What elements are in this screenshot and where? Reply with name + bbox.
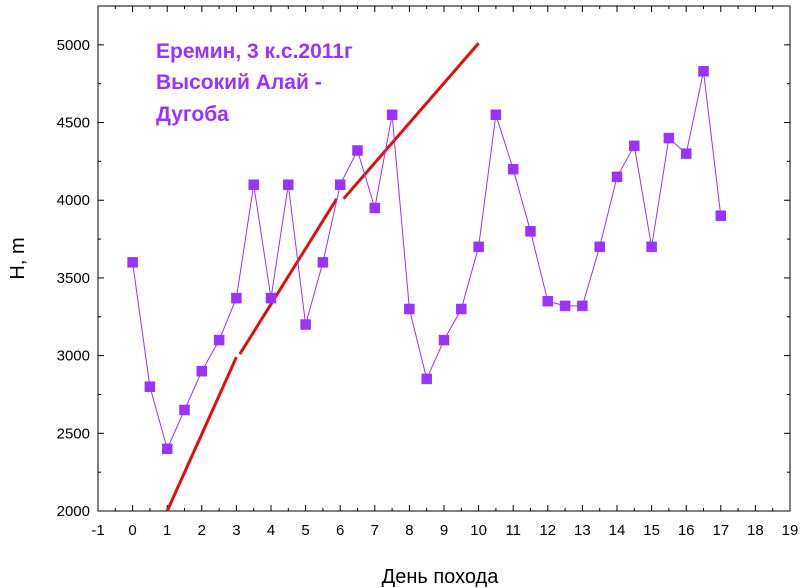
data-point xyxy=(663,132,675,144)
x-axis-title: День похода xyxy=(382,566,500,588)
y-axis-title: H, m xyxy=(7,237,29,279)
x-tick-label: 5 xyxy=(301,522,309,539)
trend-lines xyxy=(165,42,480,512)
y-tick-label: 3500 xyxy=(57,270,90,287)
y-tick-label: 4500 xyxy=(57,115,90,132)
data-point xyxy=(213,334,225,346)
data-point xyxy=(594,241,605,253)
data-point xyxy=(525,226,536,237)
x-tick-label: 19 xyxy=(782,522,799,539)
data-point xyxy=(352,145,363,156)
data-point xyxy=(144,381,156,392)
x-tick-label: 4 xyxy=(267,522,275,539)
x-tick-label: 18 xyxy=(747,522,764,539)
annotation-line-2: Высокий Алай - xyxy=(156,71,322,94)
x-tick-label: 17 xyxy=(712,522,729,539)
trend-segment xyxy=(342,42,480,200)
data-point xyxy=(300,319,311,330)
data-point xyxy=(611,171,623,183)
x-tick-label: 0 xyxy=(128,522,136,539)
data-point xyxy=(265,292,277,304)
x-tick-label: 11 xyxy=(505,522,521,539)
data-point xyxy=(196,365,208,377)
x-tick-label: 14 xyxy=(609,522,626,539)
data-point xyxy=(698,66,709,77)
x-tick-label: 8 xyxy=(405,522,413,539)
x-tick-label: 15 xyxy=(643,522,660,539)
data-point xyxy=(680,148,692,159)
data-point xyxy=(507,163,519,175)
data-point xyxy=(317,257,329,268)
y-tick-label: 2000 xyxy=(57,503,90,520)
data-point xyxy=(473,241,484,253)
x-tick-label: 16 xyxy=(678,522,695,539)
data-point xyxy=(421,373,432,385)
data-point xyxy=(231,292,242,304)
data-point xyxy=(386,109,398,121)
data-point xyxy=(542,295,554,307)
data-point xyxy=(646,241,657,253)
y-tick-label: 3000 xyxy=(57,348,90,365)
y-tick-label: 4000 xyxy=(57,192,90,209)
x-tick-label: 10 xyxy=(470,522,487,539)
data-point xyxy=(248,179,259,190)
data-point xyxy=(334,179,346,190)
data-point xyxy=(404,303,415,315)
data-point xyxy=(559,300,571,312)
data-point xyxy=(179,404,190,416)
y-axis: 2000 2500 3000 3500 4000 4500 5000 xyxy=(57,37,790,520)
annotation-line-1: Еремин, 3 к.с.2011г xyxy=(156,40,353,63)
data-point xyxy=(438,334,450,346)
x-tick-label: 7 xyxy=(371,522,379,539)
data-point xyxy=(369,202,381,214)
x-tick-label: 6 xyxy=(336,522,344,539)
x-tick-label: 13 xyxy=(574,522,591,539)
x-tick-label: 12 xyxy=(539,522,556,539)
series-points xyxy=(127,66,727,455)
x-axis: -1 0 1 2 3 4 5 6 7 8 9 10 11 12 13 14 15 16 17 18 19 xyxy=(91,6,798,539)
x-tick-label: 3 xyxy=(232,522,240,539)
data-point xyxy=(577,300,588,312)
data-point xyxy=(127,257,138,268)
x-tick-label: -1 xyxy=(91,522,104,539)
data-point xyxy=(456,303,467,315)
trend-segment xyxy=(238,197,339,355)
y-tick-label: 5000 xyxy=(57,37,90,54)
data-point xyxy=(283,179,294,190)
trend-segment xyxy=(165,356,238,512)
annotation-line-3: Дугоба xyxy=(156,103,229,126)
data-point xyxy=(490,109,502,121)
data-point xyxy=(161,443,173,455)
data-point xyxy=(715,210,727,222)
x-tick-label: 9 xyxy=(440,522,448,539)
data-point xyxy=(629,140,640,152)
x-tick-label: 1 xyxy=(163,522,171,539)
x-tick-label: 2 xyxy=(198,522,206,539)
y-tick-label: 2500 xyxy=(57,425,90,442)
